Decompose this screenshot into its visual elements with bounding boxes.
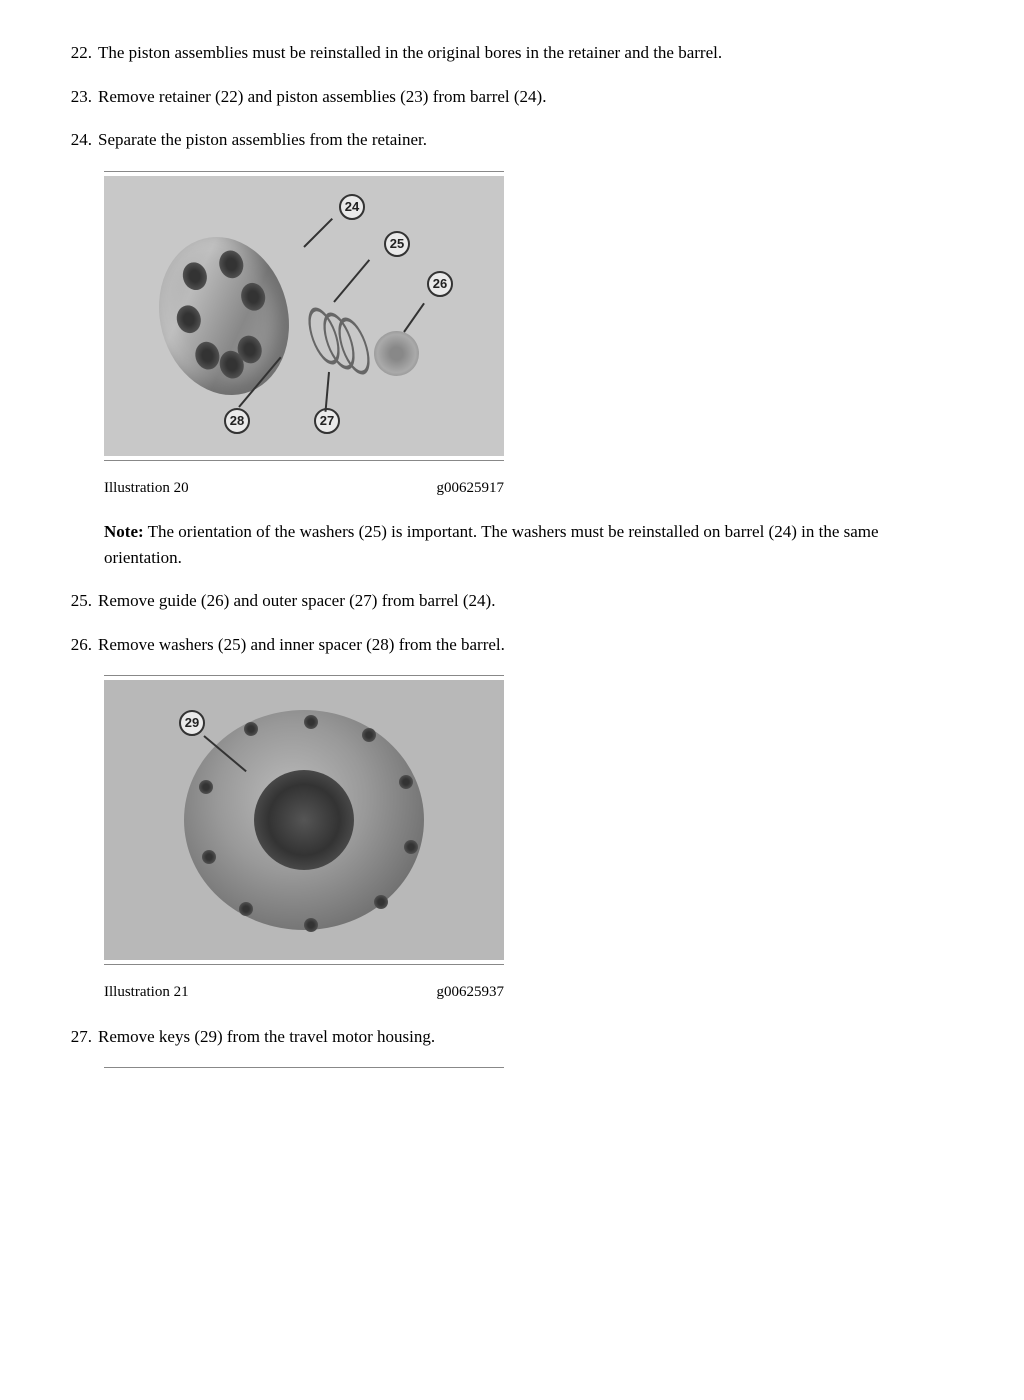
bore-hole — [238, 280, 268, 313]
figure-divider-top — [104, 171, 504, 172]
figure-divider-top — [104, 1067, 504, 1068]
figure-divider-top — [104, 675, 504, 676]
illustration-21-image: 29 — [104, 680, 504, 960]
housing-center-shape — [254, 770, 354, 870]
figure-next-top — [104, 1067, 944, 1068]
callout-27: 27 — [314, 408, 340, 434]
bolt-shape — [199, 780, 213, 794]
bore-hole — [216, 247, 246, 280]
figure-divider-bottom — [104, 964, 504, 965]
figure-divider-bottom — [104, 460, 504, 461]
bore-hole — [192, 339, 222, 372]
callout-line — [303, 218, 333, 248]
step-number: 22. — [60, 40, 98, 66]
bolt-shape — [362, 728, 376, 742]
callout-line — [333, 259, 370, 302]
step-text: Remove washers (25) and inner spacer (28… — [98, 632, 944, 658]
illustration-label: Illustration 21 — [104, 981, 189, 1004]
step-number: 24. — [60, 127, 98, 153]
step-25: 25. Remove guide (26) and outer spacer (… — [60, 588, 944, 614]
step-26: 26. Remove washers (25) and inner spacer… — [60, 632, 944, 658]
illustration-code: g00625917 — [437, 477, 505, 500]
bore-hole — [180, 259, 210, 292]
guide-shape — [374, 331, 419, 376]
bolt-shape — [399, 775, 413, 789]
barrel-shape — [142, 222, 307, 410]
callout-26: 26 — [427, 271, 453, 297]
illustration-label: Illustration 20 — [104, 477, 189, 500]
callout-25: 25 — [384, 231, 410, 257]
bolt-shape — [244, 722, 258, 736]
step-text: Remove retainer (22) and piston assembli… — [98, 84, 944, 110]
bolt-shape — [239, 902, 253, 916]
bolt-shape — [304, 715, 318, 729]
step-text: Remove keys (29) from the travel motor h… — [98, 1024, 944, 1050]
step-number: 27. — [60, 1024, 98, 1050]
figure-20: 24 25 26 27 28 Illustration 20 g00625917 — [104, 171, 944, 500]
figure-caption-row: Illustration 21 g00625937 — [104, 981, 504, 1004]
step-27: 27. Remove keys (29) from the travel mot… — [60, 1024, 944, 1050]
step-number: 25. — [60, 588, 98, 614]
step-23: 23. Remove retainer (22) and piston asse… — [60, 84, 944, 110]
note-label: Note: — [104, 522, 144, 541]
bolt-shape — [202, 850, 216, 864]
callout-29: 29 — [179, 710, 205, 736]
bolt-shape — [374, 895, 388, 909]
callout-24: 24 — [339, 194, 365, 220]
illustration-code: g00625937 — [437, 981, 505, 1004]
figure-caption-row: Illustration 20 g00625917 — [104, 477, 504, 500]
step-text: Separate the piston assemblies from the … — [98, 127, 944, 153]
callout-28: 28 — [224, 408, 250, 434]
step-text: The piston assemblies must be reinstalle… — [98, 40, 944, 66]
note-block: Note: The orientation of the washers (25… — [104, 519, 944, 570]
bolt-shape — [404, 840, 418, 854]
callout-line — [325, 371, 330, 411]
step-text: Remove guide (26) and outer spacer (27) … — [98, 588, 944, 614]
bore-hole — [174, 302, 204, 335]
step-number: 23. — [60, 84, 98, 110]
step-number: 26. — [60, 632, 98, 658]
note-text: The orientation of the washers (25) is i… — [104, 522, 879, 567]
bolt-shape — [304, 918, 318, 932]
callout-line — [403, 302, 425, 332]
figure-21: 29 Illustration 21 g00625937 — [104, 675, 944, 1004]
step-24: 24. Separate the piston assemblies from … — [60, 127, 944, 153]
illustration-20-image: 24 25 26 27 28 — [104, 176, 504, 456]
step-22: 22. The piston assemblies must be reinst… — [60, 40, 944, 66]
